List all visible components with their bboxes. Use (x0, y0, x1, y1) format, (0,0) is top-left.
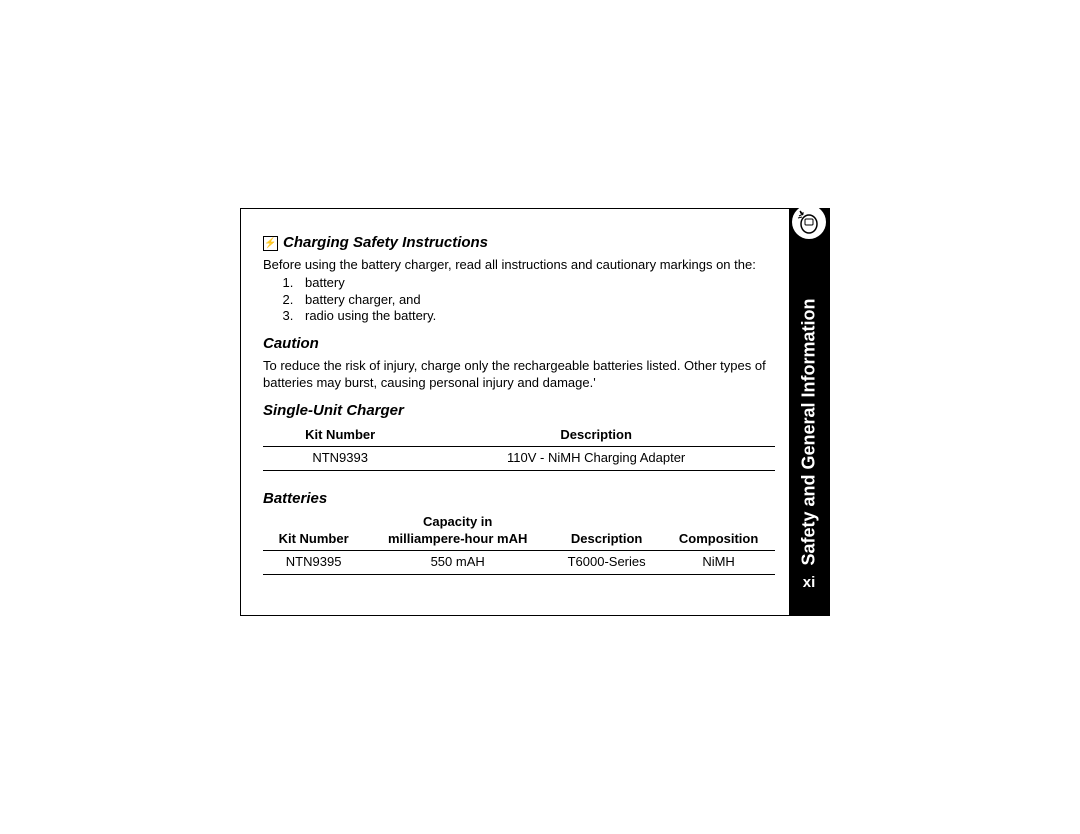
table-cell: NiMH (662, 550, 775, 574)
sidebar-radio-icon (792, 205, 826, 239)
table-cell: NTN9395 (263, 550, 364, 574)
batteries-table: Kit Number Capacity in milliampere-hour … (263, 512, 775, 575)
table-header: Kit Number (263, 512, 364, 550)
table-cell: T6000-Series (551, 550, 662, 574)
sidebar-title: Safety and General Information (799, 299, 820, 566)
list-item: battery (297, 275, 775, 291)
table-row: NTN9393 110V - NiMH Charging Adapter (263, 446, 775, 470)
table-header: Composition (662, 512, 775, 550)
sidebar-tab: Safety and General Information xi (789, 209, 829, 615)
table-header: Kit Number (263, 425, 417, 446)
charging-heading-text: Charging Safety Instructions (283, 234, 488, 251)
table-header: Capacity in milliampere-hour mAH (364, 512, 551, 550)
list-item: radio using the battery. (297, 308, 775, 324)
batteries-heading: Batteries (263, 489, 775, 509)
table-cell: 550 mAH (364, 550, 551, 574)
charging-intro: Before using the battery charger, read a… (263, 257, 775, 274)
table-cell: 110V - NiMH Charging Adapter (417, 446, 775, 470)
list-item: battery charger, and (297, 292, 775, 308)
caution-heading: Caution (263, 334, 775, 354)
page-number: xi (803, 574, 816, 591)
table-header-row: Kit Number Description (263, 425, 775, 446)
content-area: ⚡ Charging Safety Instructions Before usi… (241, 209, 789, 615)
single-unit-heading: Single-Unit Charger (263, 401, 775, 421)
table-row: NTN9395 550 mAH T6000-Series NiMH (263, 550, 775, 574)
table-header-row: Kit Number Capacity in milliampere-hour … (263, 512, 775, 550)
charging-heading: ⚡ Charging Safety Instructions (263, 233, 775, 253)
bolt-icon: ⚡ (263, 236, 278, 251)
document-page: ⚡ Charging Safety Instructions Before usi… (240, 208, 830, 616)
charging-list: battery battery charger, and radio using… (263, 275, 775, 324)
table-header: Description (551, 512, 662, 550)
single-unit-table: Kit Number Description NTN9393 110V - Ni… (263, 425, 775, 471)
table-cell: NTN9393 (263, 446, 417, 470)
caution-text: To reduce the risk of injury, charge onl… (263, 358, 775, 392)
table-header: Description (417, 425, 775, 446)
